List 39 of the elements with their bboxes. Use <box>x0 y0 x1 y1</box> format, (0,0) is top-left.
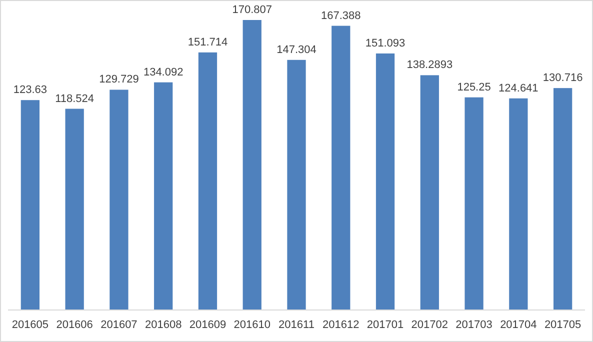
data-label: 170.807 <box>232 4 272 16</box>
x-tick-label: 201609 <box>189 319 226 331</box>
x-tick-label: 201608 <box>144 319 182 331</box>
x-tick-label: 201605 <box>12 319 49 331</box>
x-tick-label: 201612 <box>322 319 360 331</box>
x-tick-label: 201610 <box>234 319 270 331</box>
bar <box>154 82 173 310</box>
data-label: 138.2893 <box>406 59 453 72</box>
data-label: 151.093 <box>365 37 406 50</box>
bar <box>242 20 262 310</box>
data-label: 124.641 <box>498 82 538 94</box>
x-tick-label: 201705 <box>544 319 582 331</box>
bar <box>376 53 395 310</box>
x-tick-label: 201606 <box>56 319 93 331</box>
bar <box>464 97 484 310</box>
x-tick-label: 201607 <box>100 319 138 331</box>
data-label: 129.729 <box>99 74 139 86</box>
data-label: 151.714 <box>188 36 228 48</box>
bar <box>198 52 218 310</box>
bar <box>65 108 84 310</box>
data-label: 123.63 <box>13 84 48 96</box>
x-tick-label: 201611 <box>278 319 314 331</box>
bar <box>20 100 40 310</box>
bar <box>509 98 528 310</box>
data-label: 125.25 <box>457 81 491 94</box>
data-label: 118.524 <box>55 92 94 105</box>
data-label: 130.716 <box>542 72 583 84</box>
data-label: 167.388 <box>321 10 361 22</box>
bar <box>420 75 439 310</box>
data-label: 147.304 <box>276 44 316 56</box>
x-tick-label: 201701 <box>366 319 404 331</box>
data-label: 134.092 <box>143 66 184 78</box>
x-tick-label: 201704 <box>500 319 537 331</box>
bar <box>110 90 128 310</box>
bar <box>332 26 350 310</box>
x-tick-label: 201702 <box>411 319 448 331</box>
bar <box>553 88 572 310</box>
bar <box>287 60 306 310</box>
x-tick-label: 201703 <box>456 319 492 331</box>
